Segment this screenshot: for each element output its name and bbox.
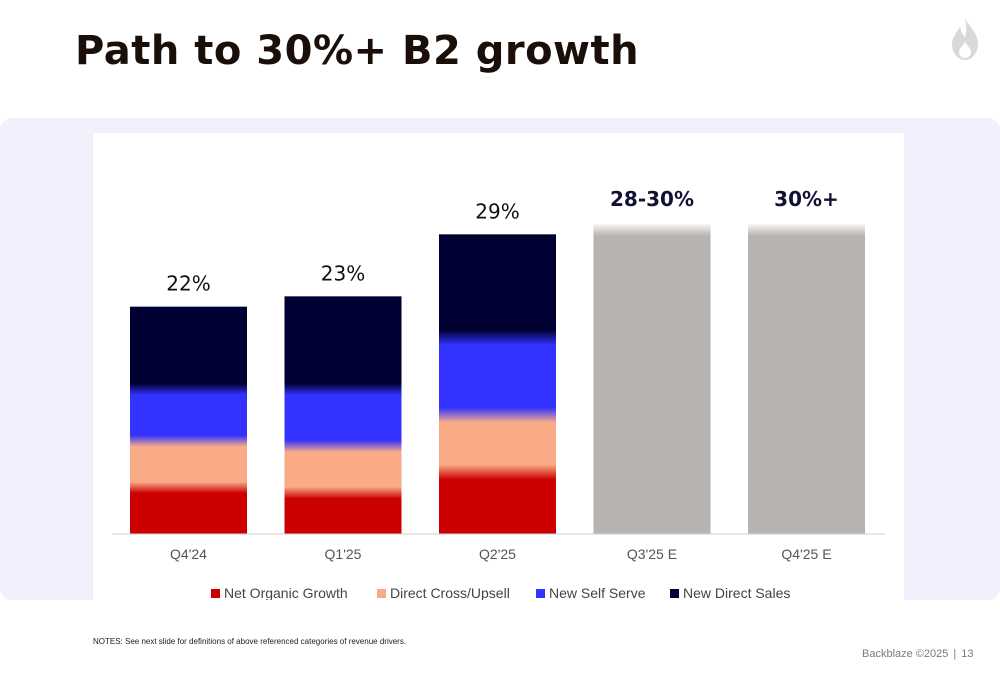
total-label: 30%+ (774, 187, 839, 211)
x-tick-label: Q4'24 (170, 546, 207, 562)
bar-top-fade (593, 224, 711, 236)
x-tick-label: Q1'25 (325, 546, 362, 562)
bar-1 (130, 306, 247, 534)
legend-label: Net Organic Growth (224, 585, 348, 600)
page-title: Path to 30%+ B2 growth (75, 28, 640, 74)
slide-notes: NOTES: See next slide for definitions of… (93, 637, 407, 646)
bar-5 (748, 224, 865, 534)
legend-item: New Self Serve (536, 585, 646, 600)
flame-icon (952, 18, 978, 60)
total-label: 28-30% (610, 187, 694, 211)
bar-2 (284, 296, 402, 534)
bar-top-fade (748, 224, 865, 236)
legend-label: Direct Cross/Upsell (390, 585, 510, 600)
footer-brand: Backblaze ©2025 (862, 648, 949, 660)
total-label: 23% (321, 261, 365, 285)
stacked-bar-chart: Q4'24 Q1'25 Q2'25 Q3'25 E Q4'25 E 22% 23% 29% 2… (93, 133, 904, 600)
legend-swatch (670, 589, 679, 598)
legend-swatch (536, 589, 545, 598)
x-tick-label: Q3'25 E (627, 546, 677, 562)
legend-item: Direct Cross/Upsell (377, 585, 510, 600)
legend-swatch (377, 589, 386, 598)
legend-swatch (211, 589, 220, 598)
x-tick-label: Q2'25 (479, 546, 516, 562)
legend-item: New Direct Sales (670, 585, 790, 600)
footer-separator: | (953, 648, 957, 660)
page-number: 13 (961, 648, 974, 660)
slide-footer: Backblaze ©2025 | 13 (862, 648, 974, 660)
x-tick-label: Q4'25 E (781, 546, 831, 562)
chart-legend: Net Organic Growth Direct Cross/Upsell New… (211, 585, 790, 600)
bar-4 (593, 224, 711, 534)
bar-3 (439, 234, 556, 534)
total-label: 22% (166, 272, 210, 296)
legend-label: New Direct Sales (683, 585, 790, 600)
total-label: 29% (475, 199, 519, 223)
legend-label: New Self Serve (549, 585, 646, 600)
legend-item: Net Organic Growth (211, 585, 348, 600)
